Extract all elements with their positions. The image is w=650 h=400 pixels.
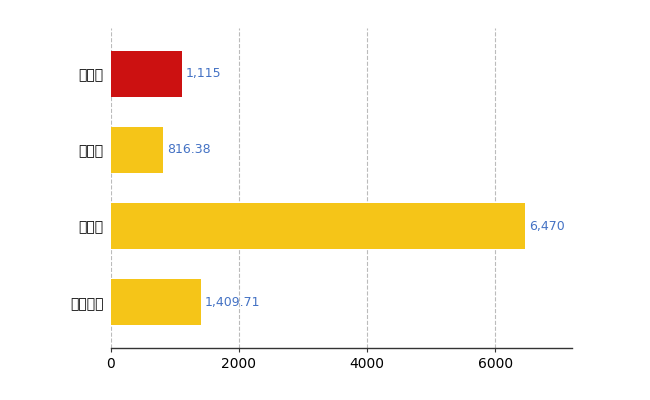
Bar [111, 127, 163, 173]
Text: 1,409.71: 1,409.71 [205, 296, 260, 309]
Bar [111, 203, 525, 249]
Text: 6,470: 6,470 [529, 220, 565, 232]
Bar [111, 51, 182, 96]
Text: 816.38: 816.38 [166, 144, 211, 156]
Bar [111, 280, 201, 325]
Text: 1,115: 1,115 [186, 67, 222, 80]
